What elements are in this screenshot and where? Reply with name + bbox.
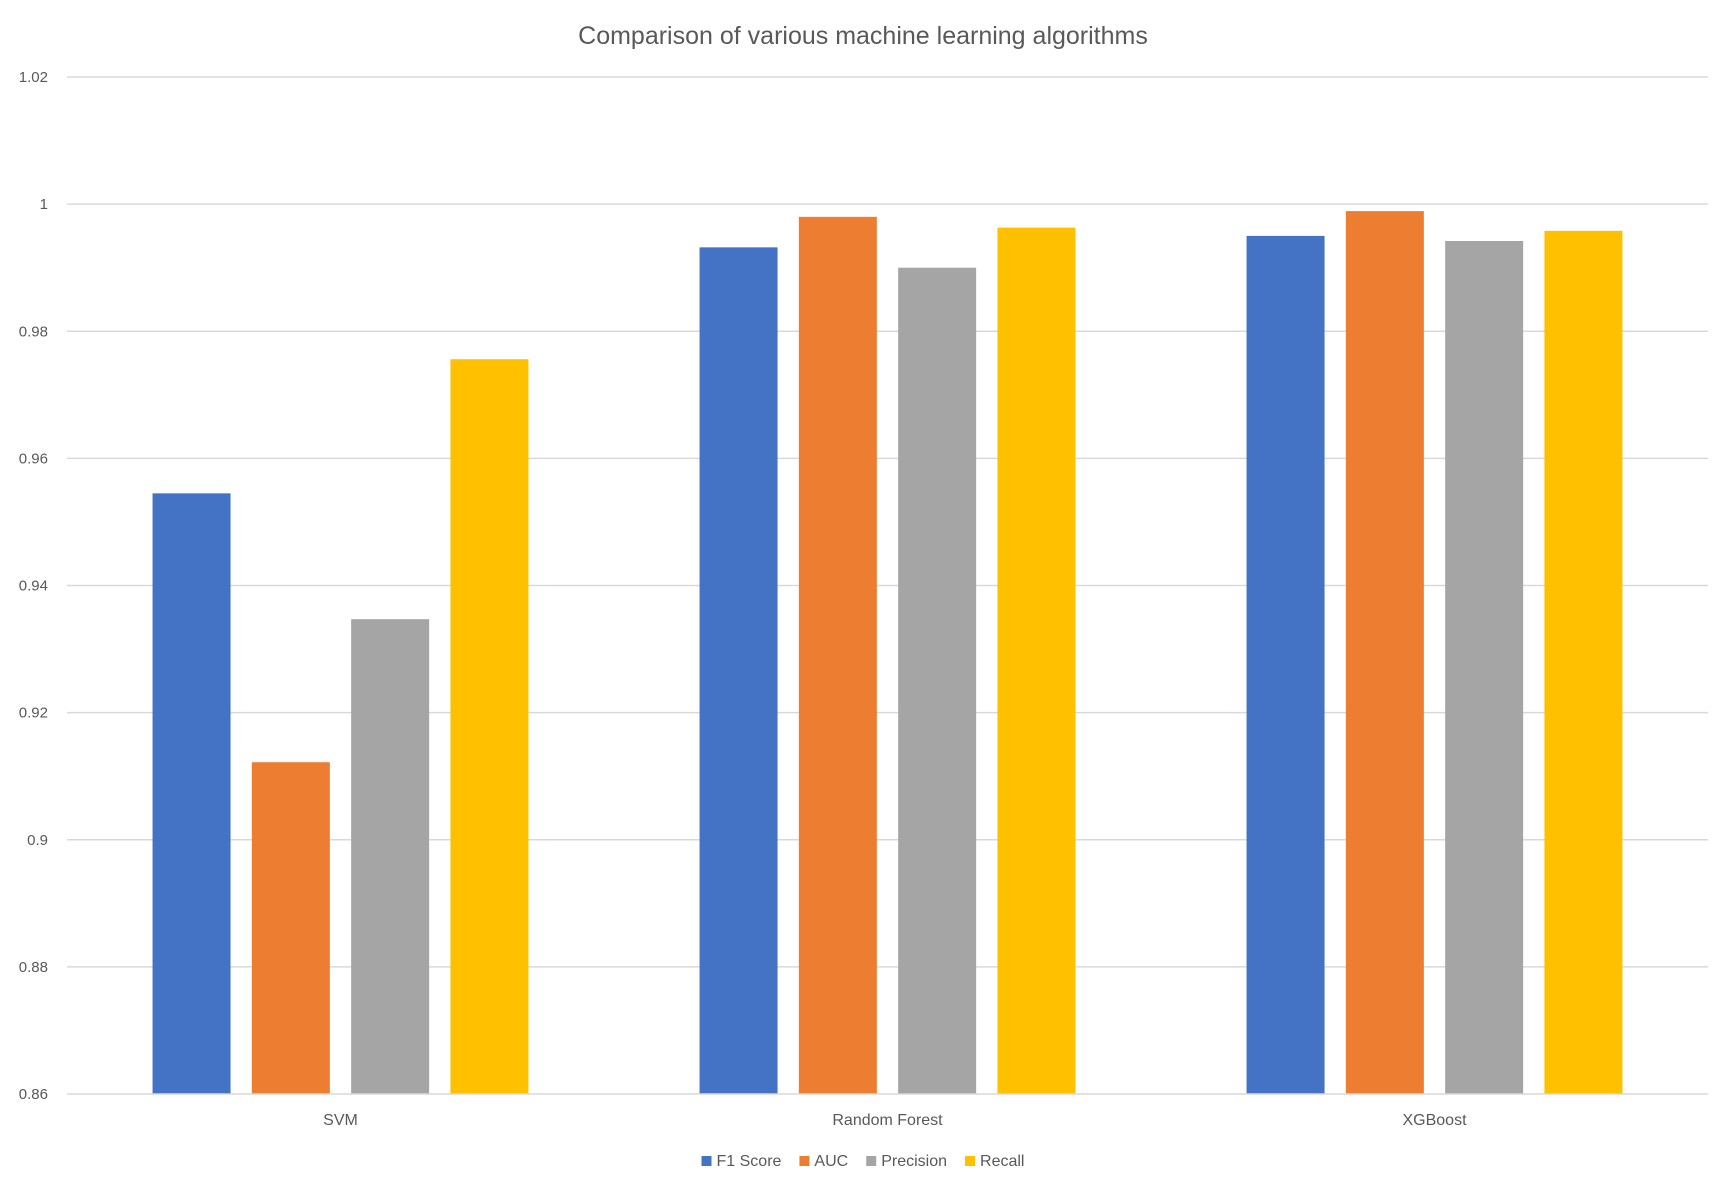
legend-label: AUC (814, 1153, 848, 1170)
y-tick-label: 1 (40, 196, 48, 213)
x-tick-label: Random Forest (832, 1112, 943, 1129)
y-tick-label: 0.94 (19, 578, 48, 595)
legend-label: Precision (881, 1153, 947, 1170)
bar-svm-precision (351, 619, 430, 1094)
bar-random-forest-precision (898, 267, 977, 1094)
legend-swatch (965, 1156, 976, 1166)
y-tick-label: 0.98 (19, 323, 48, 340)
x-tick-label: SVM (323, 1112, 358, 1129)
bar-svm-auc (251, 762, 330, 1094)
legend-item-f1-score: F1 Score (701, 1153, 782, 1170)
legend-label: Recall (980, 1153, 1024, 1170)
bars (152, 211, 1623, 1095)
legend-swatch (701, 1156, 712, 1166)
y-tick-label: 0.9 (27, 832, 48, 849)
legend-swatch (866, 1156, 877, 1166)
legend-item-recall: Recall (965, 1153, 1024, 1170)
legend-item-precision: Precision (866, 1153, 947, 1170)
bar-xgboost-auc (1345, 211, 1424, 1094)
y-tick-label: 1.02 (19, 69, 48, 86)
y-tick-label: 0.92 (19, 705, 48, 722)
x-tick-label: XGBoost (1402, 1112, 1467, 1129)
bar-xgboost-precision (1445, 240, 1524, 1094)
bar-svm-f1-score (152, 493, 231, 1095)
x-axis: SVM Random Forest XGBoost (67, 1093, 1708, 1129)
bar-random-forest-recall (997, 227, 1076, 1094)
bar-random-forest-f1-score (699, 247, 778, 1094)
legend-item-auc: AUC (799, 1153, 848, 1170)
y-tick-label: 0.96 (19, 450, 48, 467)
chart-title: Comparison of various machine learning a… (578, 22, 1148, 50)
y-tick-label: 0.86 (19, 1086, 48, 1103)
legend-label: F1 Score (717, 1153, 782, 1170)
legend-swatch (799, 1156, 810, 1166)
y-tick-label: 0.88 (19, 959, 48, 976)
legend: F1 Score AUC Precision Recall (701, 1153, 1024, 1170)
gridlines (67, 76, 1708, 968)
y-axis-tick-labels: 0.86 0.88 0.9 0.92 0.94 0.96 0.98 1 1.02 (19, 69, 48, 1103)
bar-random-forest-auc (798, 216, 877, 1094)
bar-svm-recall (450, 359, 529, 1094)
bar-xgboost-recall (1544, 230, 1623, 1095)
bar-xgboost-f1-score (1246, 235, 1325, 1094)
